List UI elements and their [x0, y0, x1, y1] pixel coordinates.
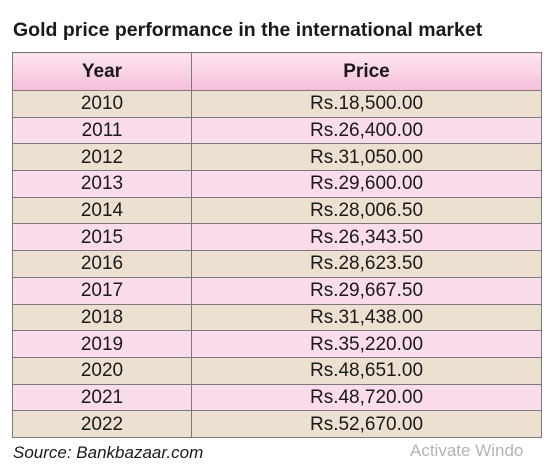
price-cell: Rs.28,006.50 [191, 196, 542, 225]
price-cell: Rs.31,050.00 [191, 143, 542, 172]
table-row: 2011 Rs.26,400.00 [12, 116, 542, 145]
column-header-price: Price [191, 52, 542, 91]
year-cell: 2013 [12, 170, 192, 198]
activate-windows-watermark: Activate Windo [410, 441, 524, 460]
year-cell: 2014 [12, 196, 192, 225]
year-cell: 2018 [12, 303, 192, 332]
year-cell: 2010 [12, 90, 192, 118]
price-cell: Rs.26,343.50 [191, 223, 542, 252]
price-cell: Rs.35,220.00 [191, 330, 542, 358]
price-cell: Rs.28,623.50 [191, 250, 542, 278]
price-cell: Rs.29,600.00 [191, 170, 542, 198]
table-row: 2017 Rs.29,667.50 [12, 276, 542, 305]
table-row: 2019 Rs.35,220.00 [12, 330, 542, 358]
table-row: 2012 Rs.31,050.00 [12, 143, 542, 172]
year-cell: 2019 [12, 330, 192, 358]
year-cell: 2016 [12, 250, 192, 278]
table-row: 2015 Rs.26,343.50 [12, 223, 542, 252]
year-cell: 2011 [12, 116, 192, 145]
year-cell: 2022 [12, 410, 192, 438]
table-row: 2020 Rs.48,651.00 [12, 356, 542, 385]
source-note: Source: Bankbazaar.com [13, 443, 204, 462]
header-row: Year Price [12, 52, 542, 91]
table-body: 2010 Rs.18,500.00 2011 Rs.26,400.00 2012 Rs.3… [12, 90, 542, 438]
gold-price-table: Year Price 2010 Rs.18,500.00 2011 Rs.26,400… [12, 52, 542, 438]
price-cell: Rs.48,651.00 [191, 356, 542, 385]
price-cell: Rs.52,670.00 [191, 410, 542, 438]
table-row: 2013 Rs.29,600.00 [12, 170, 542, 198]
table-row: 2016 Rs.28,623.50 [12, 250, 542, 278]
price-cell: Rs.29,667.50 [191, 276, 542, 305]
year-cell: 2012 [12, 143, 192, 172]
year-cell: 2017 [12, 276, 192, 305]
price-cell: Rs.26,400.00 [191, 116, 542, 145]
price-cell: Rs.31,438.00 [191, 303, 542, 332]
table-row: 2021 Rs.48,720.00 [12, 383, 542, 412]
table-row: 2014 Rs.28,006.50 [12, 196, 542, 225]
price-cell: Rs.48,720.00 [191, 383, 542, 412]
table-row: 2018 Rs.31,438.00 [12, 303, 542, 332]
year-cell: 2020 [12, 356, 192, 385]
price-cell: Rs.18,500.00 [191, 90, 542, 118]
column-header-year: Year [12, 52, 192, 91]
table-title: Gold price performance in the internatio… [13, 19, 483, 41]
table-row: 2010 Rs.18,500.00 [12, 90, 542, 118]
year-cell: 2021 [12, 383, 192, 412]
year-cell: 2015 [12, 223, 192, 252]
table-row: 2022 Rs.52,670.00 [12, 410, 542, 438]
